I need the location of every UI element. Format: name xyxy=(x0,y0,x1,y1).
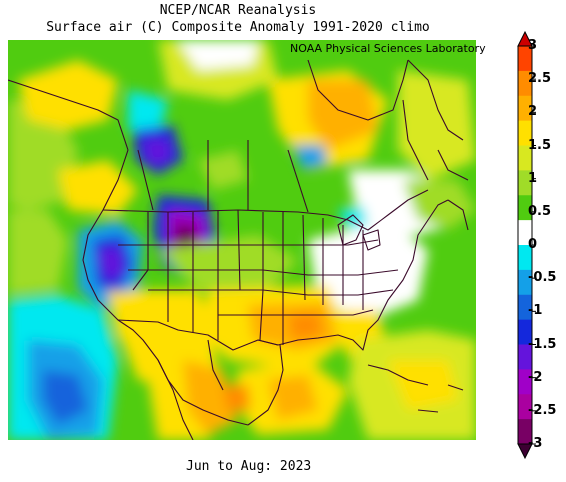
colorbar-label: 3 xyxy=(528,38,538,53)
colorbar-segment xyxy=(518,419,532,445)
boundary-lines xyxy=(8,59,469,440)
credit-label: NOAA Physical Sciences Laboratory xyxy=(290,42,486,55)
map-title: NCEP/NCAR Reanalysis xyxy=(159,3,317,18)
colorbar-label: 1.5 xyxy=(528,137,552,153)
colorbar-segment xyxy=(518,245,532,271)
colorbar-label: -0.5 xyxy=(528,270,557,286)
colorbar-label: 2 xyxy=(528,104,538,120)
colorbar-segment xyxy=(518,344,532,370)
colorbar-label: 2.5 xyxy=(528,71,552,87)
colorbar-label: 0 xyxy=(528,237,538,252)
colorbar-label: -1.5 xyxy=(528,336,557,352)
period-label: Jun to Aug: 2023 xyxy=(186,459,312,474)
colorbar-segment xyxy=(518,220,532,246)
colorbar-label: 1 xyxy=(528,170,538,186)
colorbar-label: 0.5 xyxy=(528,203,552,219)
anomaly-map xyxy=(8,40,476,440)
colorbar-segment xyxy=(518,394,532,420)
colorbar-segment xyxy=(518,294,532,321)
colorbar-segment xyxy=(518,170,532,196)
colorbar-segment xyxy=(518,369,532,395)
colorbar-segment xyxy=(518,70,532,97)
colorbar-segment xyxy=(518,145,532,171)
colorbar-segment xyxy=(518,120,532,146)
colorbar-segment xyxy=(518,269,532,296)
colorbar-label: -2 xyxy=(528,369,543,385)
colorbar-label: -3 xyxy=(528,436,543,451)
colorbar-segment xyxy=(518,195,532,221)
colorbar-label: -1 xyxy=(528,303,543,319)
colorbar xyxy=(517,30,536,460)
colorbar-label: -2.5 xyxy=(528,402,557,418)
map-subtitle: Surface air (C) Composite Anomaly 1991-2… xyxy=(46,20,430,35)
colorbar-segment xyxy=(518,95,532,122)
colorbar-segment xyxy=(518,46,532,72)
colorbar-segment xyxy=(518,319,532,345)
